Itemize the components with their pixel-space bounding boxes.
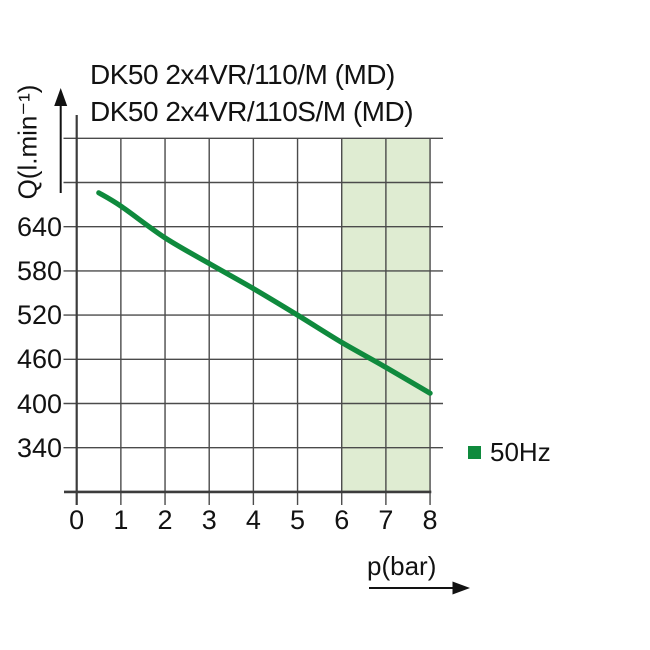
curve-50hz xyxy=(96,190,433,396)
y-tick-label-340: 340 xyxy=(16,432,62,463)
x-tick-label-2: 2 xyxy=(157,505,173,535)
y-tick-label-460: 460 xyxy=(16,344,62,375)
x-tick-label-7: 7 xyxy=(378,505,394,535)
x-tick-label-6: 6 xyxy=(334,505,350,535)
y-tick-label-400: 400 xyxy=(16,388,62,419)
legend-label: 50Hz xyxy=(490,437,551,467)
legend-swatch-icon xyxy=(468,446,481,459)
x-tick-label-0: 0 xyxy=(69,505,85,535)
chart-title: DK50 2x4VR/110/M (MD) DK50 2x4VR/110S/M … xyxy=(90,56,414,130)
chart-title-line2: DK50 2x4VR/110S/M (MD) xyxy=(90,96,414,127)
x-tick-label-5: 5 xyxy=(290,505,306,535)
chart-title-line1: DK50 2x4VR/110/M (MD) xyxy=(90,59,395,90)
x-tick-label-8: 8 xyxy=(422,505,438,535)
x-axis-label: p(bar) xyxy=(367,551,437,581)
x-tick-label-4: 4 xyxy=(245,505,261,535)
y-tick-label-640: 640 xyxy=(16,211,62,242)
y-tick-label-580: 580 xyxy=(16,255,62,286)
right-arrow-icon xyxy=(452,581,470,595)
up-arrow-icon xyxy=(54,88,68,106)
legend-50hz: 50Hz xyxy=(468,438,551,467)
y-tick-label-520: 520 xyxy=(16,300,62,331)
x-tick-label-3: 3 xyxy=(201,505,217,535)
x-tick-label-1: 1 xyxy=(113,505,129,535)
